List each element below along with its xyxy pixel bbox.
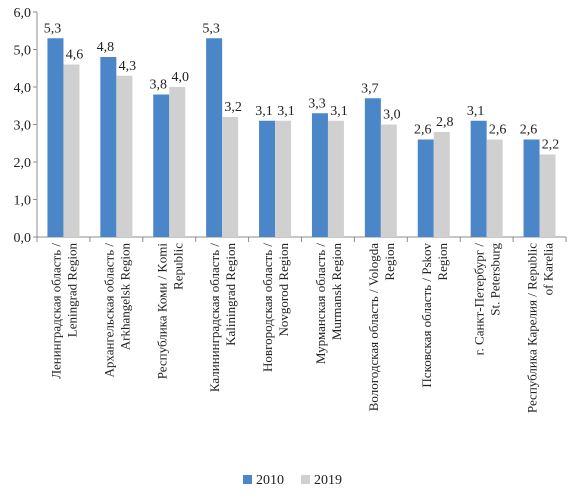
bar-2010-9: [470, 120, 487, 237]
category-label-line: Ленинградская область /: [48, 243, 63, 379]
data-label-2010-9: 3,1: [467, 104, 485, 119]
category-label-line: Новгородская область /: [260, 243, 275, 372]
category-label-1: Ленинградская область /Leningrad Region: [48, 243, 79, 379]
bar-2019-9: [486, 139, 503, 237]
category-label-line: Murmansk Region: [329, 243, 344, 341]
data-label-2019-1: 4,6: [66, 48, 84, 63]
category-label-line: Republic: [170, 243, 185, 290]
bar-2019-6: [327, 120, 344, 237]
data-label-2019-4: 3,2: [224, 100, 242, 115]
category-label-6: Мурманская область /Murmansk Region: [313, 243, 344, 365]
category-label-line: Вологодская область / Vologda: [366, 243, 381, 411]
category-label-2: Архангельская область /Arkhangelsk Regio…: [101, 243, 132, 378]
data-label-2010-1: 5,3: [44, 21, 62, 36]
category-label-line: Псковская область / Pskov: [419, 243, 434, 388]
y-tick-label: 5,0: [14, 44, 32, 59]
category-label-10: Республика Карелия / Republicof Karelia: [525, 243, 556, 413]
data-label-2010-8: 2,6: [414, 123, 432, 138]
bar-2019-10: [539, 154, 556, 237]
category-label-9: г. Санкт-Петербург /St. Petersburg: [472, 243, 503, 356]
data-label-2019-7: 3,0: [383, 108, 401, 123]
legend-swatch-2010: [243, 475, 252, 484]
category-label-line: Республика Коми / Komi: [154, 243, 169, 380]
category-label-line: of Karelia: [541, 243, 556, 296]
bars: [47, 38, 556, 237]
y-tick-label: 3,0: [14, 119, 32, 134]
category-label-line: Novgorod Region: [276, 243, 291, 337]
bar-2019-8: [433, 132, 450, 237]
legend-label-2019: 2019: [314, 473, 342, 488]
category-label-line: Республика Карелия / Republic: [525, 243, 540, 413]
bar-2010-10: [523, 139, 540, 237]
category-label-line: Region: [382, 243, 397, 281]
bar-2010-1: [47, 38, 64, 237]
category-label-8: Псковская область / PskovRegion: [419, 243, 450, 388]
bar-2010-2: [100, 57, 117, 237]
data-label-2010-2: 4,8: [97, 40, 115, 55]
bar-2019-2: [116, 75, 133, 237]
bar-2019-4: [222, 117, 239, 237]
bar-2010-6: [311, 113, 328, 237]
y-tick-label: 1,0: [14, 194, 32, 209]
data-label-2019-6: 3,1: [330, 104, 348, 119]
category-label-line: Leningrad Region: [64, 243, 79, 338]
bar-2010-3: [153, 94, 170, 237]
data-label-2019-5: 3,1: [277, 104, 295, 119]
data-label-2010-3: 3,8: [150, 78, 168, 93]
bar-2019-7: [380, 124, 397, 237]
bar-2019-3: [169, 87, 186, 237]
category-label-line: Kaliningrad Region: [223, 243, 238, 346]
data-label-2010-4: 5,3: [202, 21, 220, 36]
category-label-5: Новгородская область /Novgorod Region: [260, 243, 291, 372]
bar-2010-5: [259, 120, 276, 237]
legend-swatch-2019: [301, 475, 310, 484]
data-labels: 5,3 4,6 4,8 4,3 3,8 4,0 5,3 3,2 3,1 3,1 3,3 3,1 3,7 3…: [44, 21, 560, 152]
bar-2010-7: [364, 98, 381, 237]
category-label-7: Вологодская область / VologdaRegion: [366, 243, 397, 412]
data-label-2010-7: 3,7: [361, 81, 379, 96]
data-label-2010-6: 3,3: [308, 96, 326, 111]
y-tick-label: 0,0: [14, 231, 32, 246]
y-tick-label: 6,0: [14, 6, 32, 21]
bar-2019-5: [275, 120, 292, 237]
data-label-2019-3: 4,0: [172, 70, 190, 85]
category-label-line: Калининградская область /: [207, 243, 222, 392]
category-label-line: Arkhangelsk Region: [117, 243, 132, 351]
data-label-2010-10: 2,6: [520, 123, 538, 138]
data-label-2019-8: 2,8: [436, 115, 454, 130]
category-label-line: Мурманская область /: [313, 243, 328, 364]
bar-2010-8: [417, 139, 434, 237]
legend-label-2010: 2010: [256, 473, 284, 488]
y-tick-label: 2,0: [14, 156, 32, 171]
data-label-2019-2: 4,3: [119, 59, 137, 74]
data-label-2010-5: 3,1: [255, 104, 273, 119]
legend: 2010 2019: [243, 473, 342, 488]
category-label-line: Архангельская область /: [101, 243, 116, 378]
category-label-line: St. Petersburg: [488, 243, 503, 316]
bar-2010-4: [206, 38, 223, 237]
data-label-2019-9: 2,6: [489, 123, 507, 138]
category-label-4: Калининградская область /Kaliningrad Reg…: [207, 243, 238, 393]
y-tick-label: 4,0: [14, 81, 32, 96]
category-label-line: Region: [435, 243, 450, 281]
category-label-line: г. Санкт-Петербург /: [472, 243, 487, 356]
bar-2019-1: [63, 64, 80, 237]
data-label-2019-10: 2,2: [542, 138, 560, 153]
x-axis-categories: Ленинградская область /Leningrad Region А…: [48, 243, 555, 414]
category-label-3: Республика Коми / KomiRepublic: [154, 243, 185, 380]
